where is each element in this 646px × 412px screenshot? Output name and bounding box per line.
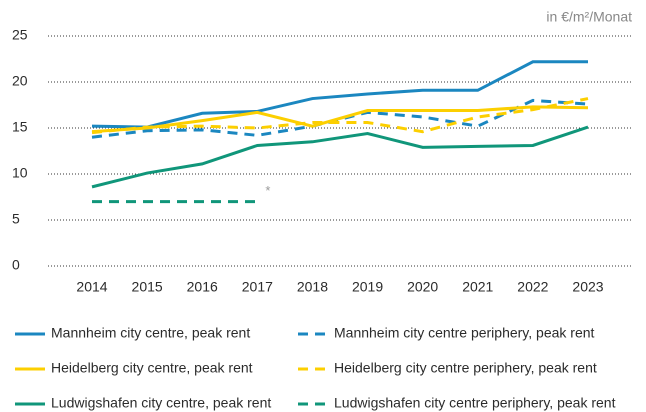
y-tick-label: 0 [12, 257, 20, 273]
x-tick-label: 2019 [352, 279, 383, 295]
series-line [91, 105, 589, 134]
x-tick-label: 2016 [187, 279, 218, 295]
y-tick-label: 5 [12, 211, 20, 227]
x-tick-label: 2023 [572, 279, 603, 295]
legend-label: Heidelberg city centre, peak rent [51, 360, 253, 376]
x-tick-label: 2022 [517, 279, 548, 295]
legend-label: Ludwigshafen city centre, peak rent [51, 395, 271, 411]
series-line [91, 97, 589, 135]
legend-label: Mannheim city centre periphery, peak ren… [334, 325, 595, 341]
y-tick-label: 10 [12, 165, 28, 181]
x-tick-label: 2015 [132, 279, 163, 295]
series-line [91, 125, 589, 189]
y-tick-label: 20 [12, 73, 28, 89]
x-tick-label: 2017 [242, 279, 273, 295]
x-tick-label: 2021 [462, 279, 493, 295]
series-line [91, 60, 588, 129]
legend-label: Heidelberg city centre periphery, peak r… [334, 360, 597, 376]
y-tick-label: 25 [12, 27, 28, 43]
legend-label: Ludwigshafen city centre periphery, peak… [334, 395, 616, 411]
y-tick-label: 15 [12, 119, 28, 135]
x-tick-label: 2020 [407, 279, 438, 295]
unit-label: in €/m²/Monat [546, 9, 632, 25]
legend-label: Mannheim city centre, peak rent [51, 325, 250, 341]
annotation: * [265, 183, 270, 198]
x-tick-label: 2018 [297, 279, 328, 295]
x-tick-label: 2014 [76, 279, 107, 295]
